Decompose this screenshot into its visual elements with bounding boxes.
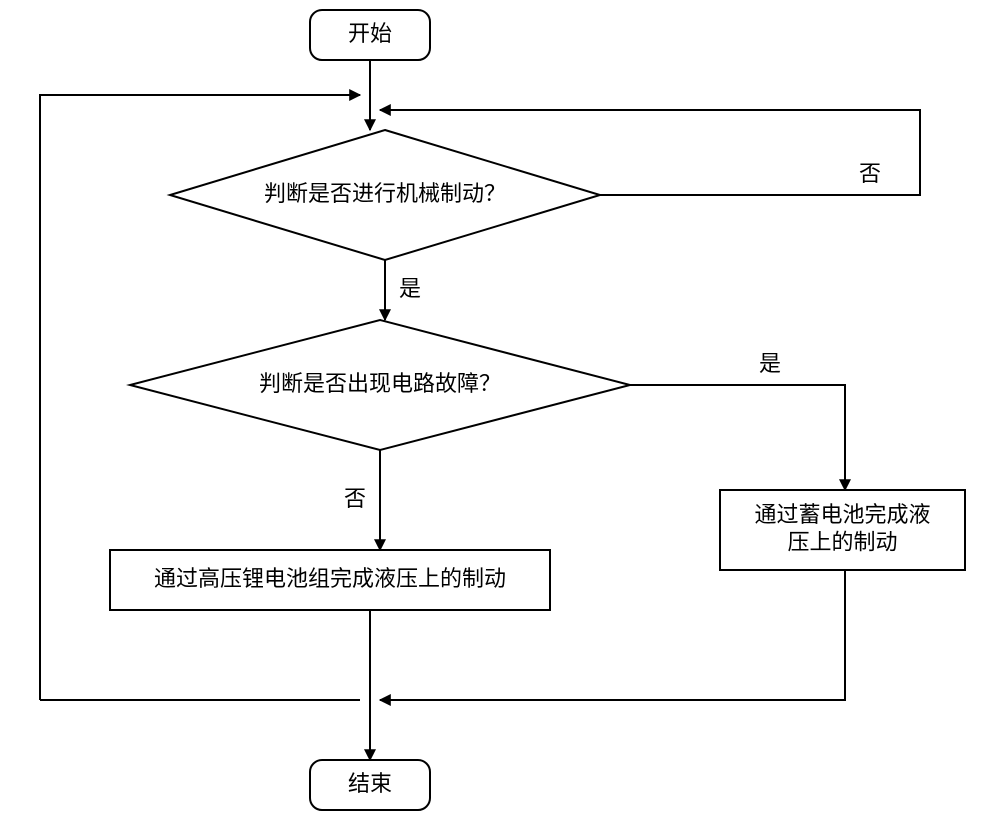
node-label-proc2-line1: 压上的制动 — [787, 530, 897, 555]
node-label-start: 开始 — [348, 21, 392, 46]
node-label-proc2-line0: 通过蓄电池完成液 — [754, 502, 930, 527]
edge-label-dec1-no-loop: 否 — [859, 161, 881, 186]
node-proc2: 通过蓄电池完成液压上的制动 — [720, 490, 965, 570]
node-proc1: 通过高压锂电池组完成液压上的制动 — [110, 550, 550, 610]
edge-label-dec1-yes: 是 — [399, 276, 421, 301]
node-label-dec2: 判断是否出现电路故障？ — [259, 371, 501, 396]
node-dec1: 判断是否进行机械制动？ — [170, 130, 600, 260]
node-start: 开始 — [310, 10, 430, 60]
node-label-dec1: 判断是否进行机械制动？ — [264, 181, 506, 206]
node-dec2: 判断是否出现电路故障？ — [130, 320, 630, 450]
edge-label-dec2-yes: 是 — [759, 351, 781, 376]
node-label-end: 结束 — [348, 771, 392, 796]
edge-dec2-yes — [630, 385, 845, 490]
node-label-proc1: 通过高压锂电池组完成液压上的制动 — [154, 566, 506, 591]
node-end: 结束 — [310, 760, 430, 810]
edge-label-dec2-no: 否 — [344, 486, 366, 511]
